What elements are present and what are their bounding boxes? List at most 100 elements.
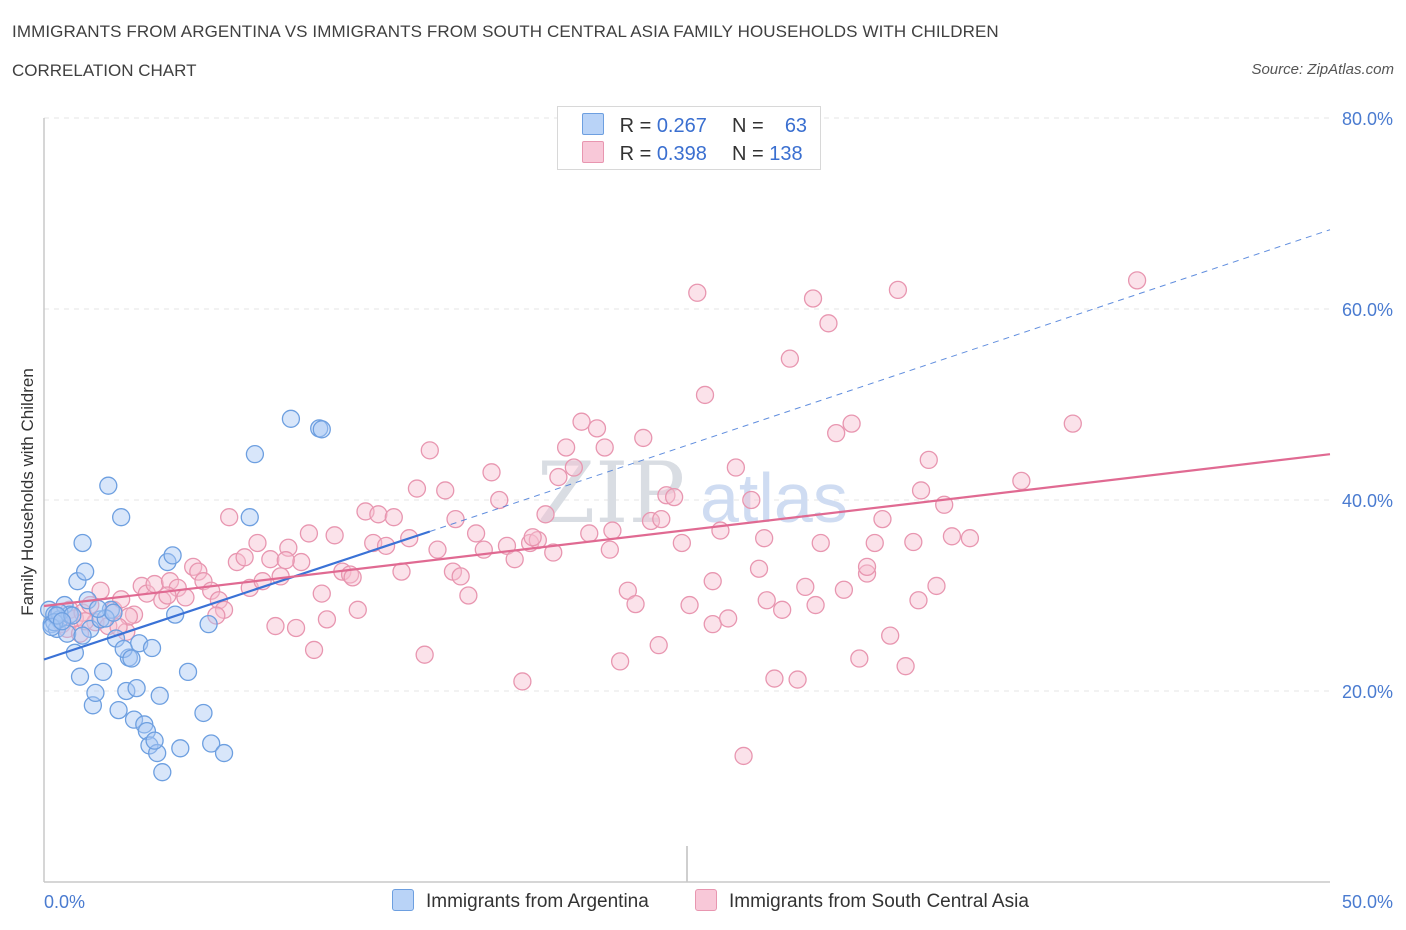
sca-point [919,450,938,470]
sca-point [220,508,239,527]
chart-title: IMMIGRANTS FROM ARGENTINA VS IMMIGRANTS … [12,22,999,41]
sca-point [960,529,980,548]
y-tick-label-40: 40.0% [1342,491,1393,511]
sca-point [780,349,800,368]
sca-point [796,577,815,597]
sca-point [428,540,447,559]
sca-point [523,528,542,547]
sca-point [857,564,877,583]
argentina-point [114,639,133,659]
sca-point [513,672,532,691]
sca-point [806,595,825,615]
argentina-point [104,603,123,622]
x-ticks [686,846,688,882]
sca-point [610,652,630,671]
sca-point [176,588,195,607]
sca-point [392,562,411,581]
sca-points [47,271,1147,766]
argentina-point [99,476,118,495]
argentina-point [145,731,164,750]
sca-point [384,508,403,527]
sca-point [634,428,653,448]
sca-point [865,533,884,553]
argentina-point [68,572,87,591]
sca-point [482,463,501,482]
bottom-legend-label-sca: Immigrants from South Central Asia [729,891,1029,912]
sca-point [857,557,877,576]
y-tick-label-20: 20.0% [1342,682,1393,702]
argentina-trend-line [43,530,431,661]
argentina-point [127,678,146,698]
sca-point [703,615,722,634]
sca-point [572,412,591,431]
argentina-point [63,606,82,625]
argentina-point [47,606,67,625]
sca-point [1012,471,1031,491]
legend-r-value-sca: 0.398 [656,143,707,165]
argentina-point [245,445,265,464]
sca-point [194,572,213,591]
legend-r-value-argentina: 0.267 [656,115,707,137]
x-tick-label-max: 50.0% [1342,892,1393,912]
sca-point [304,640,324,660]
sca-point [1063,414,1082,433]
sca-point [755,529,774,548]
x-tick-label-min: 0.0% [44,892,85,912]
sca-point [544,543,563,562]
argentina-point [76,562,95,581]
sca-point [317,610,337,629]
legend-swatch-sca [582,141,604,163]
sca-point [490,490,509,510]
sca-point [603,521,622,540]
sca-point [672,533,692,553]
argentina-point [163,546,182,565]
bottom-legend-swatch-sca [695,889,717,911]
sca-point [459,586,478,605]
sca-point [827,423,846,443]
legend-r-label: R = [619,143,652,165]
sca-point [873,509,892,529]
sca-point [600,540,619,559]
sca-point [299,524,319,543]
sca-point [407,479,427,498]
argentina-point [124,710,144,729]
sca-point [343,568,362,587]
sca-point [911,481,931,500]
source-credit: Source: ZipAtlas.com [1251,61,1394,78]
argentina-point [281,409,301,428]
sca-point [811,533,830,553]
sca-point [536,505,555,524]
sca-point [286,618,306,638]
legend-r-label: R = [619,115,652,137]
argentina-point [52,612,72,631]
sca-point [695,385,715,405]
bottom-legend-sca[interactable]: Immigrants from South Central Asia [695,889,1029,913]
sca-point [436,481,455,500]
sca-point [549,467,568,487]
sca-point [369,505,388,524]
argentina-point [42,617,61,637]
legend-n-value-sca: 138 [769,143,803,165]
argentina-points [39,409,331,782]
sca-point [842,414,861,433]
bottom-legend-argentina[interactable]: Immigrants from Argentina [392,889,649,913]
sca-point [881,626,900,645]
argentina-point [122,649,141,668]
watermark: ZIP atlas [537,444,848,542]
watermark-atlas: atlas [700,459,848,537]
sca-point [415,645,434,664]
trend-lines [43,229,1331,661]
sca-point [446,509,465,529]
sca-point [765,669,784,688]
sca-point [168,578,187,598]
legend-row-sca: R = 0.398 N = 138 [582,141,803,167]
correlation-legend: R = 0.267 N = 63 R = 0.398 N = 138 [557,106,821,170]
sca-point [904,532,923,552]
sca-trend-line [43,453,1331,608]
argentina-point [73,533,92,553]
sca-point [652,509,671,529]
bottom-legend-swatch-argentina [392,889,414,911]
y-axis-label: Family Households with Children [18,368,37,616]
argentina-point [142,638,162,658]
sca-point [276,551,295,570]
